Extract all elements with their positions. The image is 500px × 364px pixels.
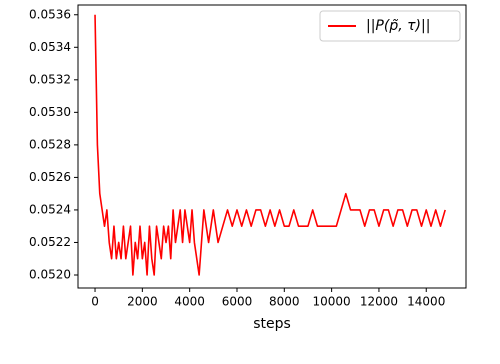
y-tick-label: 0.0536	[29, 7, 71, 21]
y-tick-label: 0.0534	[29, 40, 71, 54]
y-tick-label: 0.0520	[29, 267, 71, 281]
x-tick-label: 10000	[313, 295, 351, 309]
legend-box	[319, 10, 461, 42]
x-tick-label: 6000	[222, 295, 253, 309]
x-tick-label: 12000	[360, 295, 398, 309]
legend-label: ||P(p̃, τ)||	[366, 18, 430, 34]
x-tick-label: 14000	[407, 295, 445, 309]
plot-frame	[77, 4, 467, 289]
data-line	[94, 14, 446, 276]
x-axis-label: steps	[253, 316, 291, 332]
y-tick-label: 0.0530	[29, 105, 71, 119]
x-tick-label: 0	[91, 295, 99, 309]
y-tick-label: 0.0524	[29, 202, 71, 216]
x-tick-label: 8000	[269, 295, 300, 309]
x-tick-label: 4000	[174, 295, 205, 309]
y-tick-label: 0.0532	[29, 72, 71, 86]
x-tick-label: 2000	[127, 295, 158, 309]
y-tick-label: 0.0526	[29, 170, 71, 184]
y-tick-label: 0.0528	[29, 137, 71, 151]
y-tick-label: 0.0522	[29, 235, 71, 249]
